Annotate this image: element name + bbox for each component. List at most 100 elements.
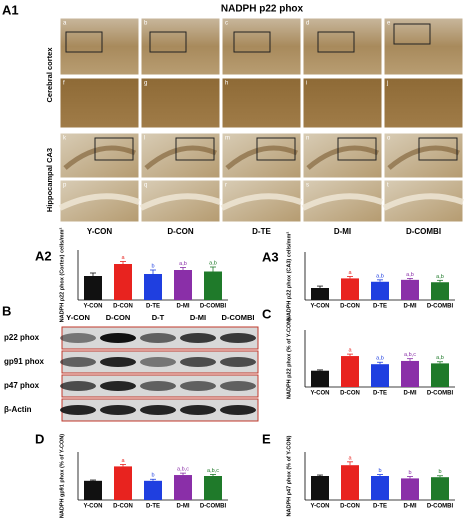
micrograph-label: d [306,21,309,27]
micrograph-label: q [144,183,147,189]
inset-box [337,137,377,161]
bar [204,476,222,500]
micrograph [221,77,302,129]
panel-label: C [262,306,272,321]
inset-box [94,137,134,161]
blot-band [140,405,176,415]
blot-band [220,405,256,415]
micrograph-label: a [63,21,67,27]
micrograph-label: j [386,81,388,87]
micrograph-label: h [225,81,228,87]
x-tick-label: D-TE [146,504,160,510]
micrograph-label: e [387,21,391,27]
bar [174,270,192,300]
tissue-band [382,193,465,211]
blot-band [100,381,136,391]
row-label: Hippocampal CA3 [45,148,54,212]
micrograph [221,132,302,179]
micrograph-label: s [306,183,309,189]
blot-column-label: D-CON [106,313,131,322]
figure-title: NADPH p22 phox [221,4,304,15]
blot-band [100,357,136,367]
micrograph-label: c [225,21,228,27]
significance-label: a,b,c [177,467,189,473]
micrograph-label: m [225,136,230,142]
micrograph [383,77,464,129]
micrograph [59,132,140,179]
micrograph-label: p [63,183,67,189]
micrograph [140,132,221,179]
micrograph [140,17,221,76]
micrograph [302,17,383,76]
micrograph-label: b [144,21,148,27]
x-tick-label: D-CON [113,304,133,310]
blot-band [180,381,216,391]
significance-label: a [348,455,352,461]
blot-column-label: D-T [152,313,165,322]
x-tick-label: Y-CON [310,304,329,310]
y-axis-label: NADPH gp91 phox (% of Y-CON) [59,434,65,518]
x-tick-label: Y-CON [83,504,102,510]
tissue-band [387,145,460,170]
bar [114,466,132,500]
column-label: D-TE [252,227,271,236]
blot-band [140,357,176,367]
bar [371,281,389,300]
panel-label: B [2,303,11,318]
blot-row-label: p47 phox [4,381,40,390]
significance-label: b [151,263,154,269]
blot-band [60,405,96,415]
bar [174,475,192,500]
significance-label: a [348,348,352,354]
panel-label: A3 [262,249,279,264]
micrograph [221,17,302,76]
bar [84,480,102,500]
inset-box [175,137,215,161]
significance-label: a [121,255,125,261]
micrograph [302,132,383,179]
significance-label: a,b,c [207,468,219,474]
bar [204,271,222,300]
row-label: Cerebral cortex [45,47,54,103]
blot-band [180,333,216,343]
x-tick-label: D-COMBI [427,504,454,510]
tissue-band [306,145,379,170]
significance-label: b [438,469,441,475]
y-axis-label: NADPH p22 phox (Cortex) cells/mm² [58,227,65,322]
significance-label: a,b [436,274,444,280]
blot-band [60,357,96,367]
blot-column-label: D-COMBI [222,313,255,322]
inset-box [256,137,296,161]
micrograph-label: o [387,136,391,142]
bar [144,274,162,300]
x-tick-label: D-COMBI [427,391,454,397]
x-tick-label: Y-CON [310,504,329,510]
inset-box [149,31,187,53]
bar [84,276,102,300]
bar [371,364,389,387]
column-label: D-COMBI [406,227,441,236]
x-tick-label: D-CON [340,391,360,397]
micrograph-label: n [306,136,309,142]
x-tick-label: D-TE [373,391,387,397]
bar [431,282,449,300]
bar [311,288,329,300]
blot-band [180,405,216,415]
micrograph-label: k [63,136,67,142]
bar [341,356,359,387]
tissue-band [63,145,136,170]
blot-band [220,333,256,343]
significance-label: a,b [376,356,384,362]
x-tick-label: D-MI [404,304,417,310]
bar [341,465,359,500]
blot-band [60,333,96,343]
tissue-band [225,145,298,170]
bar [401,478,419,500]
blot-band [100,333,136,343]
bar [431,477,449,500]
x-tick-label: D-CON [340,504,360,510]
blot-column-label: Y-CON [66,313,90,322]
bar [341,278,359,300]
inset-box [418,137,458,161]
